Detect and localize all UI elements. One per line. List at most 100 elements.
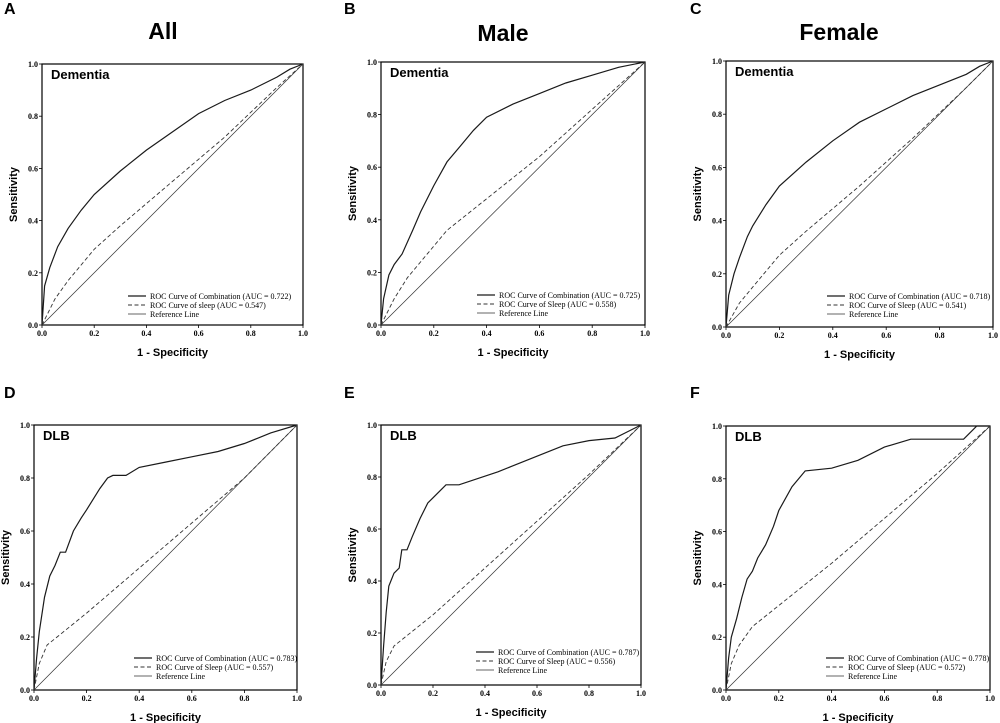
y-tick-label: 1.0 [712,57,722,66]
roc-panel-c: C 0.00.0 0.2 0.2 0.4 0.4 0.6 0.6 0.8 0.8 1.0 1.0 1 -… [690,1,998,361]
y-tick-label: 1.0 [367,421,377,430]
legend-entry: ROC Curve of Combination (AUC = 0.778) [848,654,990,663]
outcome-label: DLB [735,429,762,444]
x-tick-label: 0.6 [187,694,197,703]
y-tick-label: 1.0 [367,58,377,67]
plot-frame [725,60,994,328]
combination-roc-line [725,425,990,691]
y-tick-label: 0.4 [712,580,722,589]
y-tick-label: 0.2 [20,633,30,642]
x-tick-label: 0.0 [721,694,731,703]
panel-letter: F [690,385,700,402]
y-axis-label: Sensitivity [692,530,704,586]
y-tick-label: 0.6 [367,525,377,534]
outcome-label: Dementia [51,67,110,82]
panel-letter: C [690,1,702,18]
legend-entry: ROC Curve of Sleep (AUC = 0.572) [848,663,966,672]
roc-panel-d: D 0.00.0 0.2 0.2 0.4 0.4 0.6 0.6 0.8 0.8 1.0 1.0 1 -… [0,385,302,723]
x-tick-label: 0.6 [532,689,542,698]
y-tick-label: 0.8 [712,475,722,484]
reference-line [41,63,304,326]
y-tick-label: 0.8 [367,473,377,482]
x-tick-label: 0.6 [879,694,889,703]
x-tick-label: 0.4 [827,694,837,703]
panel-letter: D [4,385,16,402]
x-tick-label: 0.6 [881,331,891,340]
legend-entry: Reference Line [150,310,200,319]
column-title-male: Male [477,20,528,46]
combination-roc-line [725,60,994,328]
x-tick-label: 0.4 [141,329,151,338]
x-tick-label: 0.2 [429,329,439,338]
y-tick-label: 0.0 [367,681,377,690]
panel-letter: E [344,385,355,402]
sleep-roc-line [725,425,991,691]
y-axis-label: Sensitivity [8,166,20,222]
x-tick-label: 0.2 [774,331,784,340]
plot-frame [33,424,298,691]
y-tick-label: 0.6 [367,163,377,172]
x-tick-label: 0.8 [932,694,942,703]
y-tick-label: 0.4 [28,217,38,226]
outcome-label: DLB [390,428,417,443]
x-axis-label: 1 - Specificity [130,712,202,723]
reference-line [725,425,991,691]
y-tick-label: 0.6 [712,528,722,537]
y-tick-label: 0.6 [28,164,38,173]
plot-frame [380,424,642,686]
reference-line [33,424,298,691]
x-tick-label: 0.0 [37,329,47,338]
panel-letter: A [4,1,16,18]
sleep-roc-line [380,424,642,686]
x-tick-label: 0.0 [721,331,731,340]
x-tick-label: 0.6 [194,329,204,338]
y-tick-label: 0.2 [367,268,377,277]
combination-roc-line [380,61,646,326]
outcome-label: Dementia [390,65,449,80]
legend-entry: Reference Line [156,672,206,681]
legend-entry: Reference Line [849,310,899,319]
y-tick-label: 0.2 [712,633,722,642]
legend-entry: ROC Curve of Sleep (AUC = 0.558) [499,300,617,309]
y-tick-label: 0.6 [712,163,722,172]
x-tick-label: 0.0 [29,694,39,703]
y-axis-label: Sensitivity [347,527,359,583]
combination-roc-line [380,424,642,686]
y-axis-label: Sensitivity [692,166,704,222]
y-tick-label: 0.4 [367,216,377,225]
x-tick-label: 0.4 [134,694,144,703]
y-tick-label: 0.0 [712,686,722,695]
x-tick-label: 0.2 [428,689,438,698]
x-tick-label: 0.8 [239,694,249,703]
column-title-female: Female [799,19,878,45]
y-tick-label: 1.0 [712,422,722,431]
legend-entry: ROC Curve of Combination (AUC = 0.787) [498,648,640,657]
outcome-label: DLB [43,428,70,443]
sleep-roc-line [380,61,646,326]
x-tick-label: 1.0 [988,331,998,340]
y-tick-label: 0.8 [20,474,30,483]
y-tick-label: 0.0 [28,321,38,330]
plot-frame [725,425,991,691]
sleep-roc-line [41,63,304,326]
legend-entry: Reference Line [499,309,549,318]
y-tick-label: 0.2 [367,629,377,638]
legend-entry: Reference Line [848,672,898,681]
y-tick-label: 0.2 [712,270,722,279]
x-axis-label: 1 - Specificity [823,712,895,723]
x-tick-label: 0.2 [774,694,784,703]
x-tick-label: 0.8 [246,329,256,338]
x-tick-label: 1.0 [298,329,308,338]
y-tick-label: 1.0 [20,421,30,430]
x-axis-label: 1 - Specificity [137,347,209,359]
x-tick-label: 1.0 [636,689,646,698]
y-tick-label: 0.6 [20,527,30,536]
combination-roc-line [33,424,298,691]
y-tick-label: 0.4 [712,217,722,226]
plot-frame [380,61,646,326]
legend-entry: ROC Curve of Combination (AUC = 0.783) [156,654,298,663]
legend-entry: ROC Curve of Combination (AUC = 0.725) [499,291,641,300]
x-tick-label: 0.4 [828,331,838,340]
outcome-label: Dementia [735,64,794,79]
